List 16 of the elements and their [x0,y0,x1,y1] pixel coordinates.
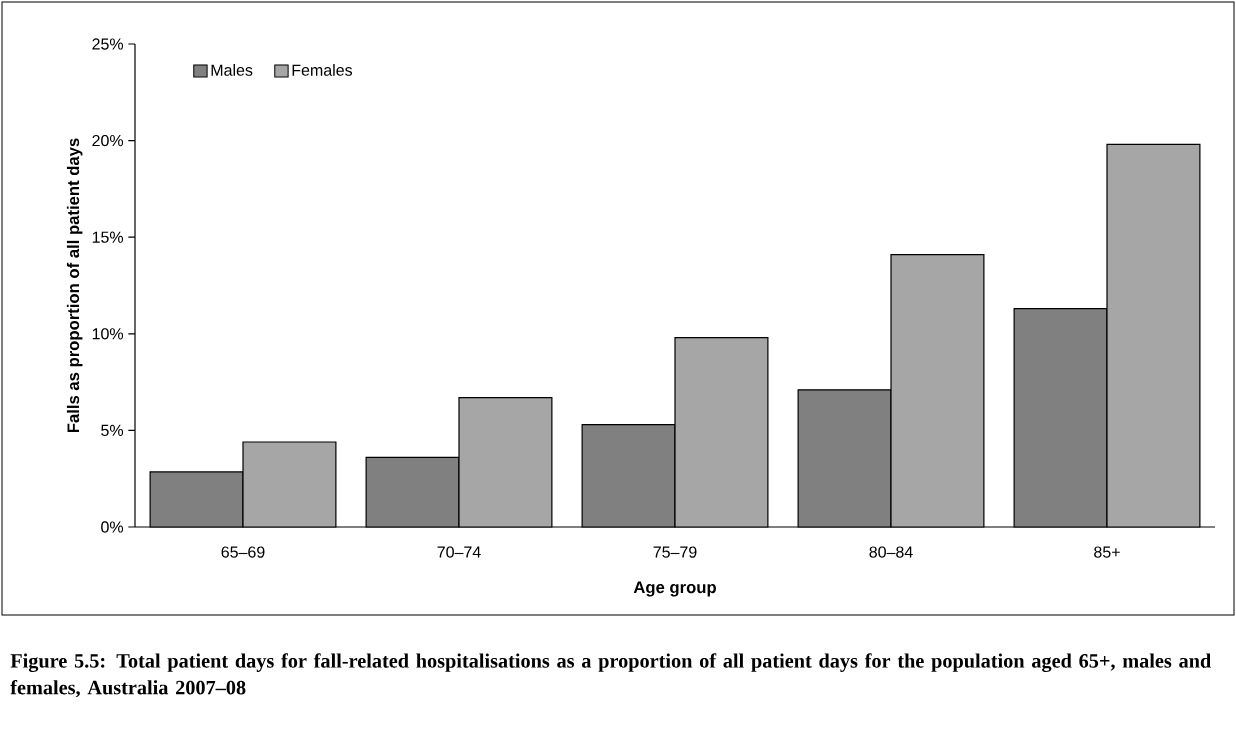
text: Figure 5.5: Total patient days for fall-related hospitalisations as a proportion of all patient days for the population aged 65+, males and females, Australia 2007–08 [10,653,1212,698]
y-tick-label: 15% [92,231,124,243]
legend-label: Males [211,64,253,76]
x-tick-label: 75–79 [653,546,697,558]
y-tick-label: 0% [101,521,124,533]
x-tick-label: 80–84 [869,546,913,558]
x-axis-title: Age group [633,581,716,597]
x-tick-label: 85+ [1094,546,1120,558]
x-tick-label: 65–69 [221,546,265,558]
y-tick-label: 10% [92,328,124,340]
y-tick-label: 20% [92,134,124,147]
y-tick-label: 25% [92,38,124,50]
y-tick-label: 5% [101,424,124,437]
x-tick-label: 70–74 [437,546,481,558]
legend-label: Females [292,64,353,76]
y-axis-title: Falls as proportion of all patient days [66,138,83,433]
